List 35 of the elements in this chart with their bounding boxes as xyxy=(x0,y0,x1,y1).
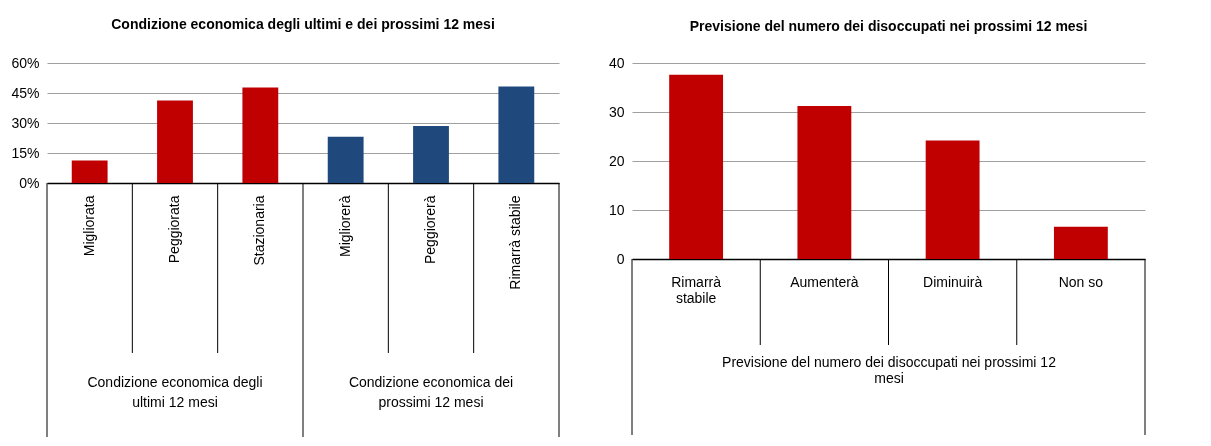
y-tick-label: 0 xyxy=(616,250,625,267)
x-tick-label: Peggiorerà xyxy=(422,195,438,264)
bar xyxy=(1053,226,1108,259)
y-tick-label: 10 xyxy=(608,201,625,218)
text: Condizione economica dei prossimi 12 mesi xyxy=(348,374,514,410)
bar xyxy=(242,87,279,183)
y-tick-label: 60% xyxy=(11,54,40,71)
y-tick-label: 30% xyxy=(11,114,40,131)
chart-title: Previsione del numero dei disoccupati nei prossimi 12 mesi xyxy=(689,18,1088,34)
bar xyxy=(797,106,852,259)
x-tick-label: Migliorata xyxy=(80,195,97,257)
y-tick-label: 45% xyxy=(11,84,40,101)
x-tick-label: Non so xyxy=(1058,273,1104,290)
y-tick-label: 0% xyxy=(19,174,40,191)
bar xyxy=(498,86,535,183)
x-tick-label: Rimarrà stabile xyxy=(507,195,524,290)
x-axis-title: Previsione del numero dei disoccupati nei prossimi 12 mesi xyxy=(722,353,1057,386)
bar xyxy=(413,126,449,183)
chart-title: Condizione economica degli ultimi e dei prossimi 12 mesi xyxy=(111,16,495,32)
y-tick-label: 20 xyxy=(608,152,625,169)
x-tick-label: Peggiorata xyxy=(166,195,182,264)
x-tick-label: Rimarrà stabile xyxy=(671,273,722,306)
y-tick-label: 15% xyxy=(11,144,40,161)
bar xyxy=(71,160,108,183)
y-tick-label: 30 xyxy=(608,103,625,120)
x-tick-label: Migliorerà xyxy=(336,195,353,257)
x-tick-label: Diminuirà xyxy=(923,273,983,290)
text: Condizione economica degli ultimi 12 mesi xyxy=(87,374,263,410)
bar xyxy=(327,136,364,183)
bar xyxy=(925,140,980,259)
bar xyxy=(669,74,724,259)
x-tick-label: Aumenterà xyxy=(790,273,859,290)
y-tick-label: 40 xyxy=(608,54,625,71)
x-tick-label: Stazionaria xyxy=(251,195,268,266)
bar xyxy=(157,100,193,183)
